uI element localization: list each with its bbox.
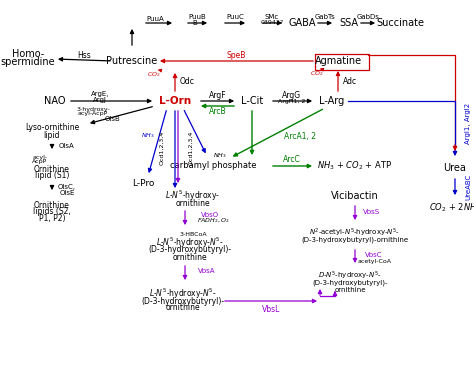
Text: ornithine: ornithine (173, 253, 207, 261)
Text: Hss: Hss (77, 51, 91, 60)
Text: Ocd1,2,3,4: Ocd1,2,3,4 (189, 131, 193, 165)
Text: (D-3-hydroxybutyryl)-ornithine: (D-3-hydroxybutyryl)-ornithine (301, 237, 409, 243)
Text: ArgE,: ArgE, (91, 91, 109, 97)
Text: ArcC: ArcC (283, 156, 301, 164)
Text: carbamyl phosphate: carbamyl phosphate (170, 161, 256, 171)
Text: GabDs: GabDs (356, 14, 380, 20)
Text: ArcB: ArcB (209, 108, 227, 116)
Text: 3-HBCoA: 3-HBCoA (179, 232, 207, 238)
Text: ArgJ: ArgJ (93, 97, 107, 103)
Text: $CO_2$: $CO_2$ (310, 70, 324, 78)
Text: Succinate: Succinate (376, 18, 424, 28)
Text: OlsE: OlsE (59, 190, 75, 196)
Text: $L$-$N^5$-hydroxy-$N^5$-: $L$-$N^5$-hydroxy-$N^5$- (149, 287, 217, 301)
Text: $L$-$N^5$-hydroxy-: $L$-$N^5$-hydroxy- (165, 189, 220, 203)
Text: OlsA: OlsA (59, 143, 75, 149)
Text: UreABC: UreABC (465, 174, 471, 200)
Text: Vicibactin: Vicibactin (331, 191, 379, 201)
Text: (D-3-hydroxybutyryl)-: (D-3-hydroxybutyryl)- (141, 296, 225, 306)
Text: acetyl-CoA: acetyl-CoA (358, 259, 392, 265)
Text: PuuB: PuuB (188, 14, 206, 20)
Text: lipid (S1): lipid (S1) (35, 172, 69, 180)
Text: acyl-: acyl- (32, 154, 47, 160)
Text: OlsC,: OlsC, (58, 184, 76, 190)
Text: $L$-$N^5$-hydroxy-$N^5$-: $L$-$N^5$-hydroxy-$N^5$- (156, 236, 224, 250)
Text: L-Arg: L-Arg (319, 96, 345, 106)
Text: 03943?: 03943? (260, 19, 283, 25)
Text: Lyso-ornithine: Lyso-ornithine (25, 123, 79, 132)
Text: Ornithine: Ornithine (34, 202, 70, 210)
Text: VbsS: VbsS (364, 209, 381, 215)
Text: P1, P2): P1, P2) (39, 213, 65, 223)
Text: 3-hydroxy-: 3-hydroxy- (76, 107, 110, 112)
Text: Odc: Odc (180, 76, 194, 86)
Text: $CO_2$ + 2$NH_3$: $CO_2$ + 2$NH_3$ (429, 202, 474, 214)
Text: ArgG: ArgG (283, 90, 301, 100)
Text: $N^2$-acetyl-$N^5$-hydroxy-$N^5$-: $N^2$-acetyl-$N^5$-hydroxy-$N^5$- (310, 227, 401, 239)
Text: ArgF: ArgF (209, 90, 227, 100)
Text: SpeB: SpeB (226, 51, 246, 60)
Text: L-Pro: L-Pro (132, 179, 154, 187)
Text: $NH_3$: $NH_3$ (213, 152, 227, 160)
Text: VbsL: VbsL (262, 305, 280, 314)
Text: Adc: Adc (343, 76, 357, 86)
Text: Putrescine: Putrescine (106, 56, 158, 66)
Text: NAO: NAO (44, 96, 66, 106)
Text: $D$-$N^5$-hydroxy-$N^5$-: $D$-$N^5$-hydroxy-$N^5$- (318, 270, 382, 282)
Text: SMc: SMc (265, 14, 279, 20)
Text: Ornithine: Ornithine (34, 165, 70, 175)
Text: AcpP: AcpP (32, 160, 47, 164)
Text: VbsA: VbsA (198, 268, 216, 274)
Text: ArgI1, ArgI2: ArgI1, ArgI2 (465, 102, 471, 143)
Text: ornithine: ornithine (176, 198, 210, 208)
Text: ornithine: ornithine (334, 287, 366, 293)
Text: lipid: lipid (44, 131, 60, 139)
Text: L-Cit: L-Cit (241, 96, 263, 106)
Text: ArcA1, 2: ArcA1, 2 (284, 131, 316, 141)
Text: VbsO: VbsO (201, 212, 219, 218)
Text: Ocd1,2,3,4: Ocd1,2,3,4 (159, 131, 164, 165)
Text: $NH_3$: $NH_3$ (141, 131, 155, 141)
Text: (D-3-hydroxybutyryl)-: (D-3-hydroxybutyryl)- (148, 246, 232, 254)
Text: GABA: GABA (288, 18, 316, 28)
Text: GabTs: GabTs (315, 14, 336, 20)
Text: OlsB: OlsB (105, 116, 121, 122)
Text: Urea: Urea (444, 163, 466, 173)
Text: B: B (192, 20, 197, 26)
Text: Homo-: Homo- (12, 49, 44, 59)
Text: lipids (S2,: lipids (S2, (33, 208, 71, 217)
Text: PuuC: PuuC (226, 14, 244, 20)
Text: acyl-AcpP: acyl-AcpP (78, 112, 108, 116)
Text: spermidine: spermidine (0, 57, 55, 67)
Text: $CO_2$: $CO_2$ (147, 71, 161, 79)
Text: PuuA: PuuA (146, 16, 164, 22)
Text: ornithine: ornithine (166, 303, 201, 313)
Text: L-Orn: L-Orn (159, 96, 191, 106)
Text: Agmatine: Agmatine (314, 56, 362, 66)
Text: SSA: SSA (339, 18, 358, 28)
Text: ArgH1, 2: ArgH1, 2 (278, 98, 306, 104)
Text: VbsC: VbsC (365, 252, 383, 258)
Text: $FADH_2, O_2$: $FADH_2, O_2$ (197, 217, 229, 225)
Text: $NH_3$ + $CO_2$ + ATP: $NH_3$ + $CO_2$ + ATP (317, 160, 392, 172)
Text: (D-3-hydroxybutyryl)-: (D-3-hydroxybutyryl)- (312, 280, 388, 286)
